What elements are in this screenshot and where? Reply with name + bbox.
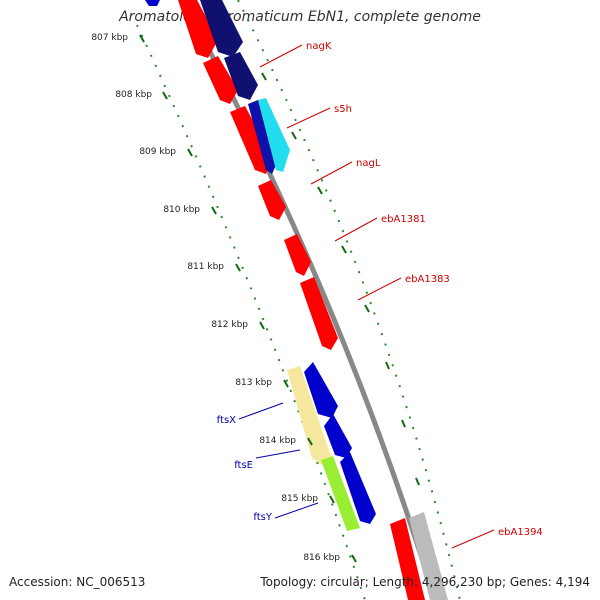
gene-label-s5h[interactable]: s5h: [334, 104, 352, 115]
gene-label-ftsx[interactable]: ftsX: [217, 415, 236, 426]
gene-block[interactable]: [200, 0, 243, 57]
outer-tick-marks: [261, 72, 420, 486]
gene-block[interactable]: [203, 56, 238, 104]
gene-block[interactable]: [321, 456, 360, 531]
tick-label: 814 kbp: [259, 436, 296, 446]
tick-label: 811 kbp: [187, 262, 224, 272]
tick-mark: [162, 91, 168, 100]
gene-block[interactable]: [340, 452, 376, 524]
tick-mark: [307, 437, 313, 446]
gene-label-leader: [310, 161, 353, 185]
tick-label: 810 kbp: [163, 205, 200, 215]
gene-block[interactable]: [287, 366, 333, 465]
gene-label-leader: [357, 277, 402, 301]
tick-label: 809 kbp: [139, 147, 176, 157]
tick-mark: [329, 495, 335, 504]
gene-label-leader: [334, 217, 378, 242]
gene-label-eba1383[interactable]: ebA1383: [405, 274, 450, 285]
accession-text: Accession: NC_006513: [9, 575, 146, 589]
tick-mark: [283, 379, 289, 388]
gene-label-leader: [451, 529, 495, 549]
tick-label: 816 kbp: [303, 553, 340, 563]
gene-label-ftsy[interactable]: ftsY: [253, 512, 272, 523]
gene-block[interactable]: [284, 234, 311, 276]
gene-block[interactable]: [178, 0, 218, 58]
gene-block[interactable]: [409, 512, 448, 600]
gene-block[interactable]: [390, 518, 425, 600]
gene-label-nagl[interactable]: nagL: [356, 158, 381, 169]
gene-label-leader: [286, 107, 331, 129]
inner-tick-marks: [139, 34, 357, 563]
tick-label: 813 kbp: [235, 378, 272, 388]
gene-label-leader: [274, 502, 319, 519]
tick-label: 807 kbp: [91, 33, 128, 43]
tick-mark: [259, 321, 265, 330]
tick-mark: [351, 554, 357, 563]
gene-block[interactable]: [324, 414, 352, 458]
gene-labels: nagK s5h nagL ebA1381 ebA1383 ftsX ftsE ftsY ebA…: [217, 41, 543, 549]
tick-mark: [235, 263, 241, 272]
genome-summary-text: Topology: circular; Length: 4,296,230 bp…: [260, 575, 590, 589]
tick-labels: 807 kbp 808 kbp 809 kbp 810 kbp 811 kbp 812 k…: [91, 33, 340, 563]
forward-genes: [178, 0, 448, 600]
gene-label-leader: [255, 449, 301, 459]
gene-block[interactable]: [300, 277, 338, 350]
reverse-genes: [145, 0, 376, 531]
tick-mark: [211, 206, 217, 215]
gene-label-ftse[interactable]: ftsE: [234, 460, 253, 471]
tick-label: 808 kbp: [115, 90, 152, 100]
tick-label: 815 kbp: [281, 494, 318, 504]
gene-block[interactable]: [230, 106, 272, 174]
gene-block[interactable]: [258, 180, 286, 220]
gene-label-eba1394[interactable]: ebA1394: [498, 527, 543, 538]
tick-mark: [187, 148, 193, 157]
gene-label-eba1381[interactable]: ebA1381: [381, 214, 426, 225]
gene-label-leader: [238, 402, 284, 420]
gene-block[interactable]: [258, 98, 290, 172]
gene-label-leader: [259, 44, 303, 68]
tick-label: 812 kbp: [211, 320, 248, 330]
gene-block[interactable]: [145, 0, 160, 6]
gene-block[interactable]: [304, 362, 338, 418]
tick-mark: [139, 34, 145, 43]
gene-block[interactable]: [224, 52, 258, 100]
gene-label-nagk[interactable]: nagK: [306, 41, 332, 52]
